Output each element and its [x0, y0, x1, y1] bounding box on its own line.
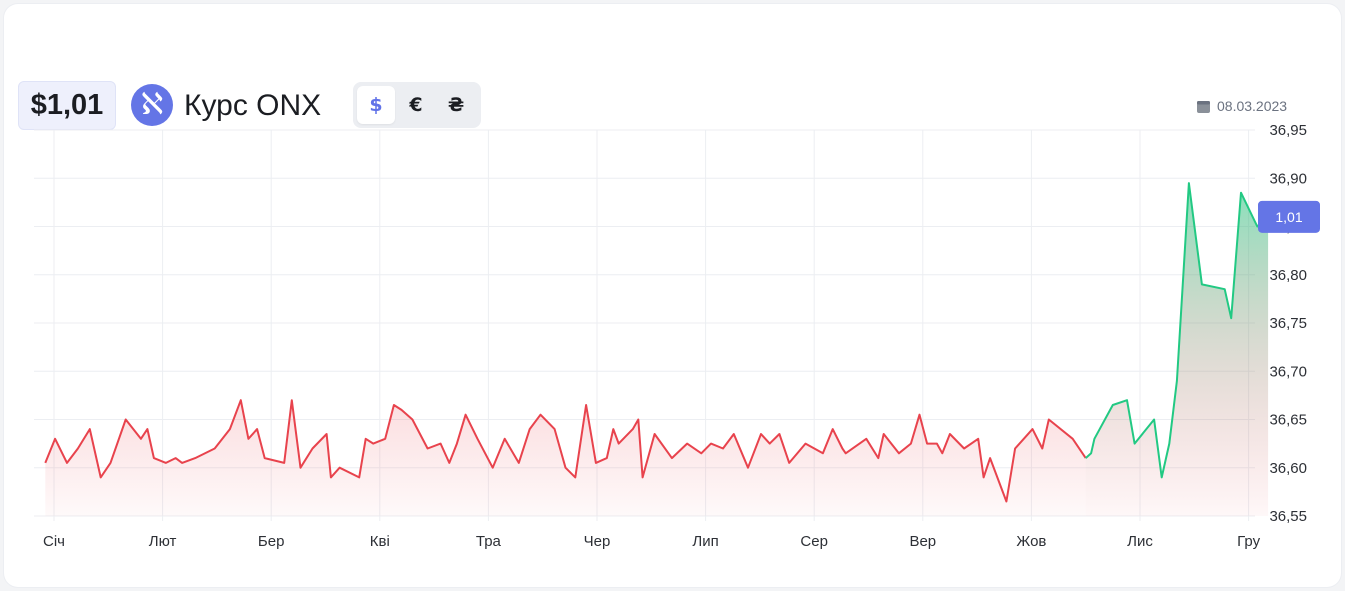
series-line-up	[1085, 182, 1269, 479]
onx-logo-icon: ℵ	[131, 84, 173, 126]
area-fill	[45, 183, 1269, 516]
x-tick-label: Вер	[909, 533, 936, 550]
area-fill-down	[45, 400, 1086, 516]
y-tick-label: 36,55	[1269, 508, 1307, 525]
x-tick-label: Лис	[1127, 533, 1153, 550]
last-value-marker: 1,01	[1258, 200, 1320, 233]
x-tick-label: Гру	[1237, 533, 1260, 550]
y-tick-label: 36,90	[1269, 170, 1307, 187]
x-tick-label: Чер	[584, 533, 611, 550]
y-tick-label: 36,65	[1269, 412, 1307, 429]
x-tick-label: Бер	[258, 533, 285, 550]
x-tick-label: Січ	[43, 533, 65, 550]
area-fill-up	[1085, 183, 1269, 516]
y-tick-label: 36,75	[1269, 315, 1307, 332]
y-axis: 36,9536,9036,8536,8036,7536,7036,6536,60…	[1269, 122, 1307, 525]
x-tick-label: Жов	[1016, 533, 1046, 550]
calendar-icon	[1197, 100, 1210, 113]
y-tick-label: 36,95	[1269, 122, 1307, 139]
y-tick-label: 36,80	[1269, 267, 1307, 284]
x-tick-label: Тра	[476, 533, 502, 550]
x-tick-label: Кві	[370, 533, 390, 550]
x-tick-label: Лют	[149, 533, 177, 550]
currency-eur-button[interactable]: €	[397, 86, 435, 124]
series-line-down	[44, 399, 1087, 503]
last-value-badge	[1258, 200, 1320, 233]
y-tick-label: 36,60	[1269, 460, 1307, 477]
last-value-label: 1,01	[1275, 209, 1302, 225]
page-title: Курс ONX	[184, 89, 322, 122]
x-tick-label: Сер	[800, 533, 828, 550]
currency-usd-button[interactable]: $	[357, 86, 395, 124]
series-line	[44, 182, 1269, 503]
x-tick-label: Лип	[692, 533, 718, 550]
price-badge: $1,01	[18, 81, 116, 130]
date-label: 08.03.2023	[1217, 98, 1288, 114]
currency-uah-button[interactable]: ₴	[437, 86, 475, 124]
y-tick-label: 36,70	[1269, 363, 1307, 380]
date-picker[interactable]: 08.03.2023	[1196, 96, 1287, 116]
x-axis: Січ Лют Бер Кві Тра Чер Лип Сер Вер Жов Лис Гру	[43, 533, 1261, 550]
currency-switch: $ € ₴	[353, 82, 481, 128]
